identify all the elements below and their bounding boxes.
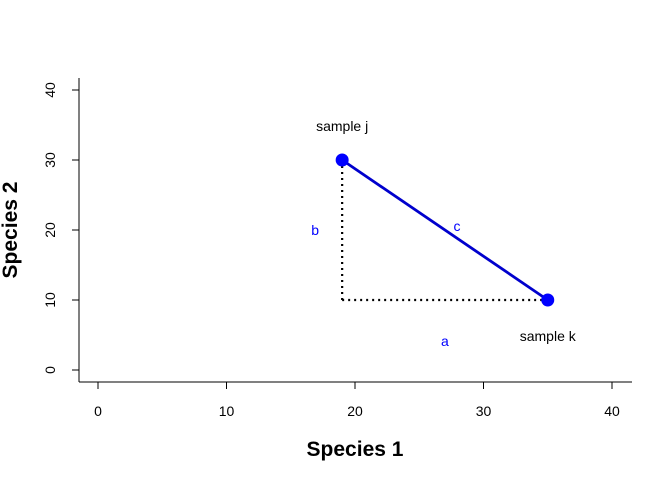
segment-label-c: c xyxy=(453,218,460,234)
y-axis-title: Species 2 xyxy=(0,182,22,279)
x-tick-label: 30 xyxy=(476,403,492,419)
labels: a b c sample j sample k xyxy=(311,118,577,349)
segment-label-a: a xyxy=(441,333,449,349)
x-tick-label: 20 xyxy=(347,403,363,419)
x-tick-label: 0 xyxy=(94,403,102,419)
data-point xyxy=(541,293,555,307)
data-point xyxy=(335,153,349,167)
point-label: sample k xyxy=(520,328,577,344)
segment-label-b: b xyxy=(311,222,319,238)
y-tick-label: 10 xyxy=(42,292,58,308)
y-tick-label: 40 xyxy=(42,82,58,98)
y-ticks: 0 10 20 30 40 xyxy=(42,82,79,374)
y-tick-label: 30 xyxy=(42,152,58,168)
segment-c xyxy=(341,158,549,302)
points xyxy=(335,153,555,307)
x-tick-label: 40 xyxy=(604,403,620,419)
y-tick-label: 20 xyxy=(42,222,58,238)
y-tick-label: 0 xyxy=(42,366,58,374)
x-axis-title: Species 1 xyxy=(307,438,404,461)
point-label: sample j xyxy=(316,118,368,134)
x-ticks: 0 10 20 30 40 xyxy=(94,382,620,419)
x-tick-label: 10 xyxy=(219,403,235,419)
segments xyxy=(341,158,549,302)
